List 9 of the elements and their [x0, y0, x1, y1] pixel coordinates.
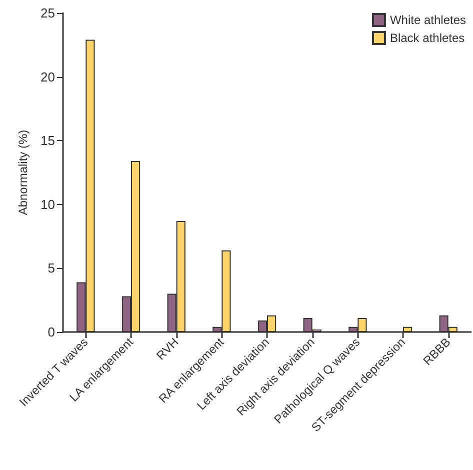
- legend-label: Black athletes: [390, 31, 465, 45]
- y-tick-label: 0: [48, 324, 55, 340]
- y-tick-label: 10: [40, 196, 55, 212]
- y-tick-label: 15: [40, 133, 55, 148]
- y-tick-label: 20: [40, 69, 55, 84]
- y-axis-title: Abnormality (%): [16, 130, 30, 216]
- legend-label: White athletes: [390, 13, 466, 27]
- y-tick-label: 5: [48, 260, 55, 276]
- y-tick-label: 25: [40, 6, 55, 20]
